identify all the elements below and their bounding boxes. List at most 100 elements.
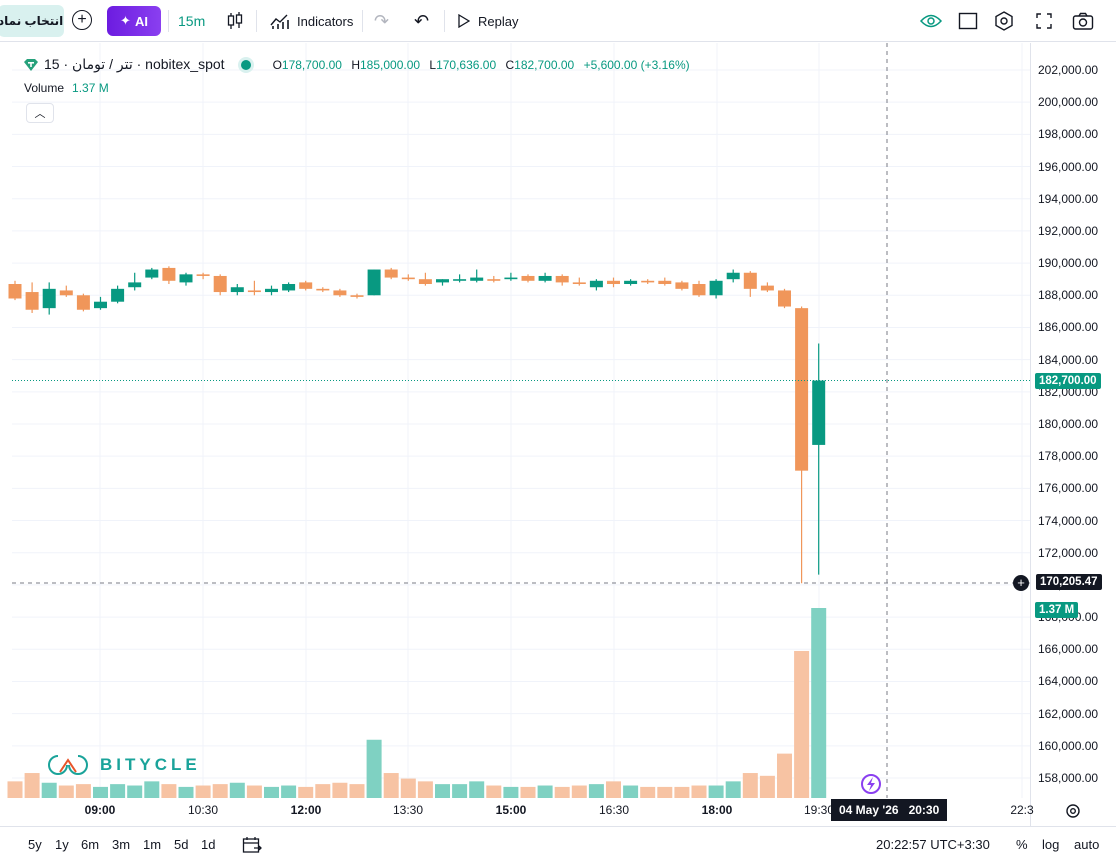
candle-body — [42, 288, 56, 309]
price-tick-label: 184,000.00 — [1038, 352, 1099, 367]
volume-bar — [469, 781, 485, 798]
candle-body — [812, 380, 826, 445]
open-value: 178,700.00 — [281, 57, 342, 72]
time-tick-label: 13:30 — [392, 803, 424, 817]
auto-toggle[interactable]: auto — [1074, 837, 1100, 852]
sparkle-icon: ✦ — [120, 13, 131, 28]
symbol-title[interactable]: تتر / تومان · 15 · nobitex_spot — [44, 56, 225, 72]
price-tick-label: 162,000.00 — [1038, 706, 1099, 721]
candle-body — [487, 279, 501, 281]
date-range-picker-button[interactable] — [242, 836, 262, 859]
calendar-icon — [242, 837, 262, 853]
settings-button[interactable] — [994, 0, 1014, 42]
candle-body — [778, 290, 791, 307]
toolbar-divider — [362, 10, 363, 32]
undo-button[interactable]: ↶ — [414, 0, 429, 42]
volume-bar — [349, 784, 365, 798]
range-button-3m[interactable]: 3m — [112, 837, 131, 852]
volume-bar — [264, 786, 279, 798]
range-button-1d[interactable]: 1d — [201, 837, 216, 852]
candle-body — [367, 269, 381, 296]
candle-body — [436, 279, 449, 283]
symbol-legend: تتر / تومان · 15 · nobitex_spot O178,700… — [24, 56, 696, 73]
volume-bar — [588, 784, 604, 798]
time-tick-label: 10:30 — [187, 803, 219, 817]
time-tick-label: 09:00 — [84, 803, 116, 817]
volume-bar — [246, 785, 262, 798]
volume-bar — [503, 786, 519, 798]
time-tick-label: 15:00 — [495, 803, 527, 817]
time-tick-label: 18:00 — [701, 803, 733, 817]
price-tick-label: 160,000.00 — [1038, 738, 1099, 753]
replay-button[interactable]: Replay — [458, 0, 518, 42]
clock-timezone[interactable]: 20:22:57 UTC+3:30 — [876, 837, 990, 852]
volume-legend[interactable]: Volume 1.37 M — [24, 81, 109, 95]
range-button-5d[interactable]: 5d — [174, 837, 189, 852]
tether-icon — [24, 58, 38, 71]
eye-icon — [920, 14, 942, 28]
price-tick-label: 200,000.00 — [1038, 95, 1099, 110]
candle-body — [59, 290, 73, 296]
screenshot-button[interactable] — [1072, 0, 1094, 42]
volume-bar — [417, 781, 433, 798]
layout-button[interactable] — [958, 0, 978, 42]
candle-body — [316, 288, 330, 291]
candle-body — [692, 284, 706, 296]
log-toggle[interactable]: log — [1042, 837, 1060, 852]
price-tick-label: 202,000.00 — [1038, 63, 1099, 77]
symbol-search-button[interactable]: انتخاب نماد — [0, 5, 64, 37]
time-tick-label: 12:00 — [290, 803, 322, 817]
candle-body — [555, 275, 569, 283]
volume-bar — [708, 785, 724, 798]
volume-bar — [58, 785, 74, 798]
candle-body — [453, 279, 467, 281]
volume-bar — [24, 773, 40, 798]
bottom-bar: 5y 1y 6m 3m 1m 5d 1d 20:22:57 UTC+3:30 % log a… — [0, 826, 1116, 865]
range-button-1m[interactable]: 1m — [143, 837, 162, 852]
market-status-dot — [240, 59, 251, 70]
close-value: 182,700.00 — [514, 57, 575, 72]
ai-button[interactable]: ✦ AI — [107, 6, 161, 36]
volume-bar — [777, 753, 792, 798]
add-alert-plus-button[interactable]: + — [1013, 575, 1029, 591]
chevron-up-icon: ︿ — [34, 108, 46, 120]
range-button-5y[interactable]: 5y — [28, 837, 42, 852]
fullscreen-button[interactable] — [1036, 0, 1052, 42]
interval-button[interactable]: 15m — [178, 13, 206, 29]
collapse-legend-button[interactable]: ︿ — [26, 103, 54, 123]
volume-bar — [7, 781, 23, 798]
crosshair-price-tag: 170,205.47 — [1036, 574, 1102, 590]
high-label: H — [351, 57, 360, 72]
time-axis-settings-button[interactable] — [1064, 802, 1082, 820]
volume-bar — [127, 785, 143, 798]
candle-body — [504, 277, 518, 280]
indicators-button[interactable]: Indicators — [270, 0, 353, 42]
candle-body — [213, 275, 227, 293]
camera-icon — [1072, 12, 1094, 30]
candle-body — [658, 280, 672, 285]
time-tick-label: 19:30 — [803, 803, 835, 817]
price-tick-label: 196,000.00 — [1038, 159, 1099, 174]
candle-body — [247, 290, 261, 293]
price-tick-label: 186,000.00 — [1038, 320, 1099, 335]
range-button-1y[interactable]: 1y — [55, 837, 69, 852]
toolbar-divider — [444, 10, 445, 32]
percent-toggle[interactable]: % — [1016, 837, 1028, 852]
price-tick-label: 194,000.00 — [1038, 191, 1099, 206]
chart-type-button[interactable] — [226, 0, 244, 42]
volume-bar — [366, 739, 382, 798]
range-button-6m[interactable]: 6m — [81, 837, 100, 852]
close-label: C — [505, 57, 515, 72]
price-tick-label: 178,000.00 — [1038, 449, 1099, 464]
redo-button[interactable]: ↷ — [374, 0, 389, 42]
candle-body — [333, 290, 347, 296]
volume-bar — [229, 782, 245, 798]
candle-body — [572, 282, 586, 285]
visibility-button[interactable] — [920, 0, 942, 42]
crosshair-time: 20:30 — [908, 803, 940, 817]
volume-bar — [110, 784, 126, 798]
chart-overlay — [12, 43, 1030, 798]
price-axis[interactable] — [1030, 43, 1116, 826]
add-symbol-button[interactable]: + — [72, 10, 92, 30]
